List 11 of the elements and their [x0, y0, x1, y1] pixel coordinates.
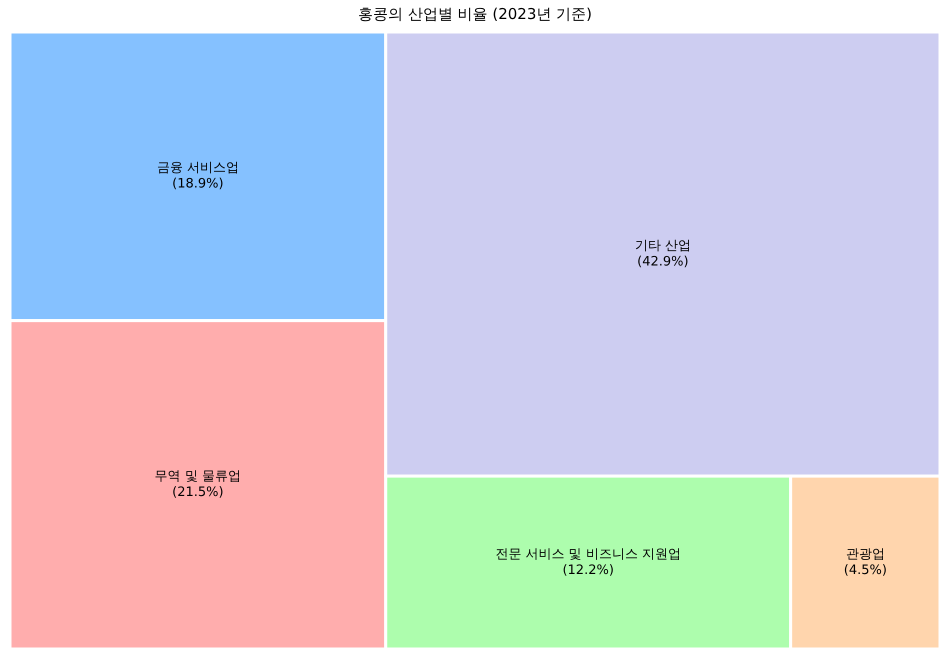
- data-label: (18.9%): [172, 176, 224, 192]
- category-label: 금융 서비스업: [156, 160, 239, 176]
- category-label: 기타 산업: [634, 238, 691, 254]
- data-label: (4.5%): [844, 562, 887, 578]
- data-label: (12.2%): [562, 562, 614, 578]
- text: 홍콩의 산업별 비율 (2023년 기준): [358, 4, 592, 23]
- data-label: (21.5%): [172, 485, 224, 500]
- category-label: 무역 및 물류업: [154, 469, 241, 484]
- category-label: 전문 서비스 및 비즈니스 지원업: [495, 546, 681, 562]
- data-label: (42.9%): [637, 254, 689, 270]
- category-label: 관광업: [846, 546, 885, 562]
